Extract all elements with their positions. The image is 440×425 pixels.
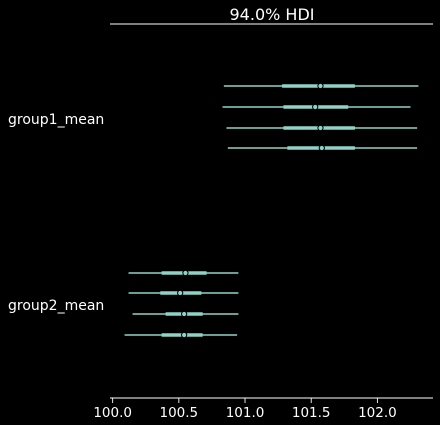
x-tick-label: 100.0 (93, 405, 132, 421)
mean-point (312, 103, 319, 111)
mean-point (181, 310, 188, 318)
x-tick-label: 102.0 (358, 405, 397, 421)
chart-title: 94.0% HDI (230, 5, 315, 24)
mean-point (317, 124, 324, 132)
group-label: group2_mean (8, 298, 104, 314)
mean-point (318, 144, 325, 152)
mean-point (177, 289, 184, 297)
group-label: group1_mean (8, 112, 104, 128)
mean-point (317, 82, 324, 90)
mean-point (181, 331, 188, 339)
chart-marks: group1_mean group2_mean 100.0 100.5 101.0 101… (8, 82, 419, 421)
mean-point (182, 269, 189, 277)
x-tick-label: 101.0 (226, 405, 265, 421)
x-tick-label: 100.5 (160, 405, 199, 421)
x-tick-label: 101.5 (292, 405, 331, 421)
